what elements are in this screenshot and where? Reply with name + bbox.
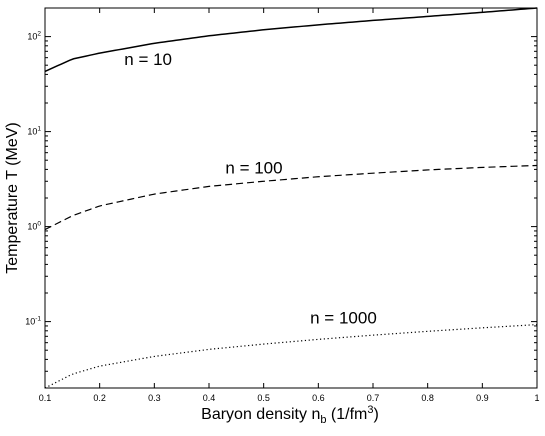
y-axis-label: Temperature T (MeV) <box>4 122 21 273</box>
y-tick-label: 102 <box>27 31 41 42</box>
series-annotations: n = 10 n = 100 n = 1000 <box>124 50 377 328</box>
x-tick-label: 0.5 <box>257 393 270 403</box>
x-tick-label: 0.1 <box>39 393 52 403</box>
series-line-1 <box>44 7 538 73</box>
series-annotation: n = 10 <box>124 50 172 69</box>
y-tick-label: 101 <box>27 126 41 137</box>
x-tick-label: 1 <box>534 393 539 403</box>
series-line-3 <box>44 323 538 389</box>
x-tick-label: 0.8 <box>421 393 434 403</box>
x-axis-ticks: 0.1 0.2 0.3 0.4 0.5 0.6 0.7 0.8 0.9 1 <box>39 8 540 403</box>
series-lines <box>44 7 538 389</box>
x-axis-label: Baryon density nb (1/fm3) <box>201 404 379 426</box>
x-tick-label: 0.6 <box>312 393 325 403</box>
x-tick-label: 0.7 <box>367 393 380 403</box>
plot-frame <box>44 7 538 389</box>
series-line-2 <box>44 164 538 231</box>
series-annotation: n = 100 <box>225 159 282 178</box>
y-axis-ticks: 10-1 100 101 102 <box>25 7 537 389</box>
x-tick-label: 0.4 <box>203 393 216 403</box>
series-annotation: n = 1000 <box>310 309 377 328</box>
x-tick-label: 0.2 <box>93 393 106 403</box>
y-tick-label: 100 <box>27 221 41 232</box>
y-tick-label: 10-1 <box>25 316 41 327</box>
x-tick-label: 0.3 <box>148 393 161 403</box>
x-tick-label: 0.9 <box>476 393 489 403</box>
